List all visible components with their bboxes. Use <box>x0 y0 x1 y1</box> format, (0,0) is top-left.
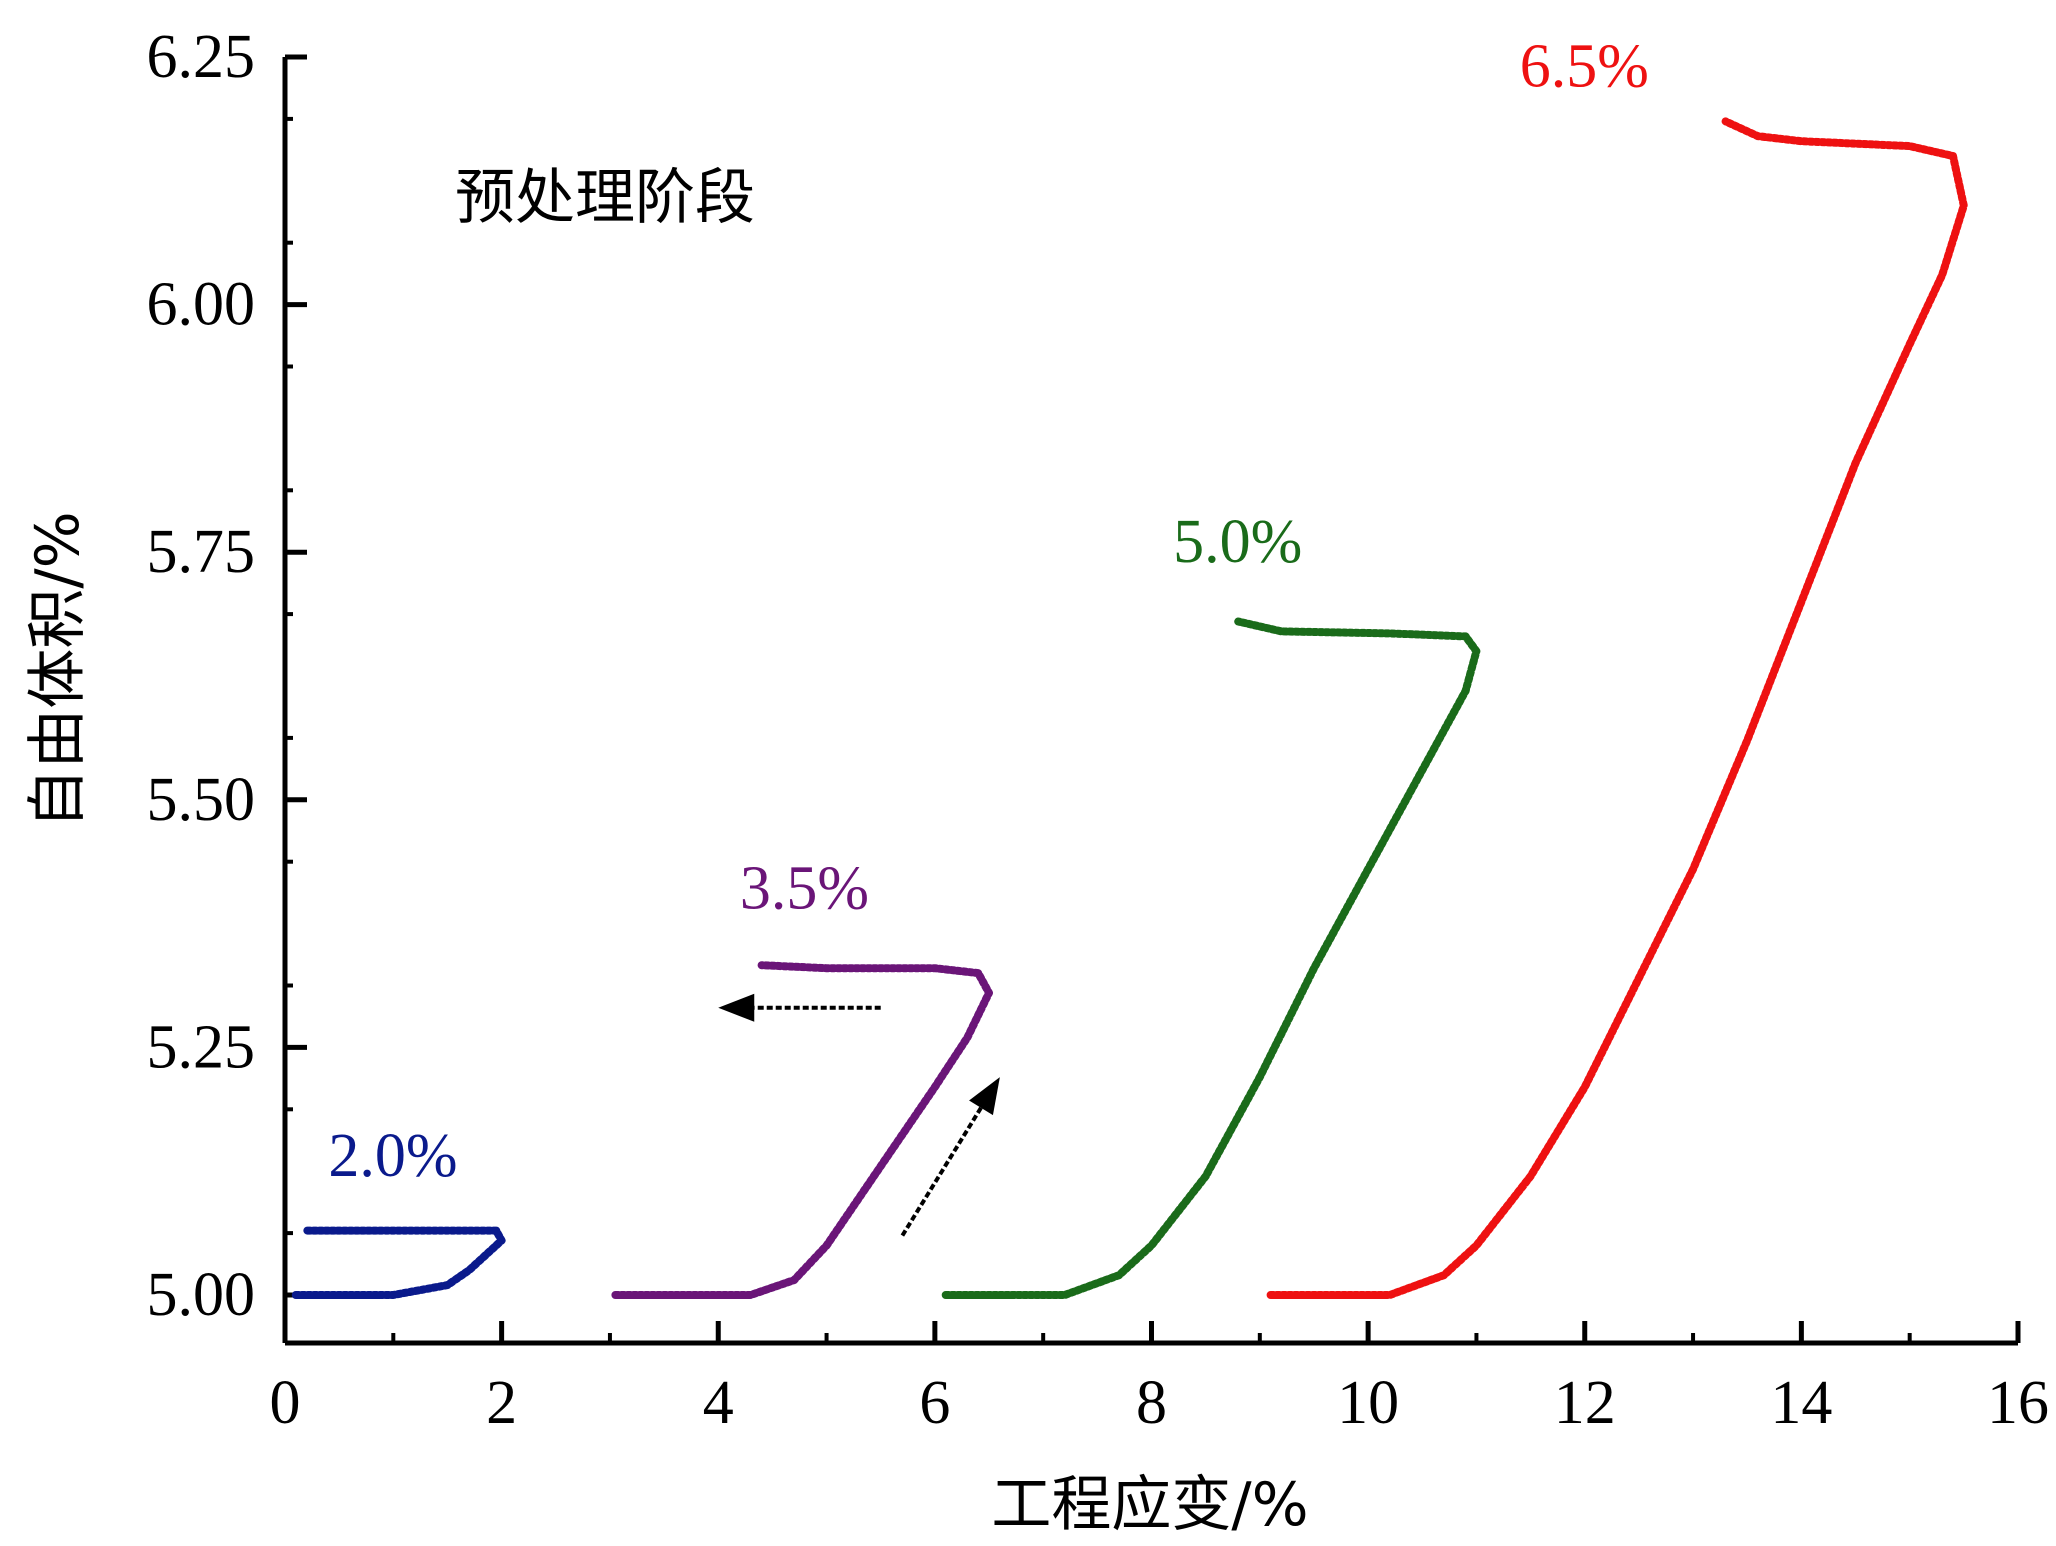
x-tick-label: 14 <box>1770 1369 1832 1437</box>
arrow-shaft <box>900 1106 983 1237</box>
arrow-head <box>718 993 755 1022</box>
series-label: 6.5% <box>1520 33 1649 101</box>
series-label: 5.0% <box>1173 508 1302 576</box>
x-tick-label: 4 <box>703 1369 734 1437</box>
axes: 5.00 5.25 5.50 5.75 6.00 6.25 0 2 4 6 8 10 12 14 16 <box>147 23 2050 1437</box>
x-tick-label: 10 <box>1337 1369 1399 1437</box>
series-label: 2.0% <box>328 1122 457 1190</box>
y-axis-title: 自由体积/% <box>23 511 93 828</box>
y-tick-label: 5.75 <box>147 518 256 586</box>
series-label: 3.5% <box>740 855 869 923</box>
y-tick-label: 5.50 <box>147 766 256 834</box>
x-tick-label: 12 <box>1554 1369 1616 1437</box>
x-tick-label: 6 <box>919 1369 950 1437</box>
x-tick-label: 16 <box>1987 1369 2049 1437</box>
curve-6-5pct <box>1266 117 1968 1299</box>
x-axis-title: 工程应变/% <box>991 1470 1308 1540</box>
y-tick-label: 6.00 <box>147 271 256 339</box>
curves <box>291 117 1968 1299</box>
arrow-head <box>969 1077 1000 1116</box>
curve-2-0pct <box>291 1226 506 1299</box>
curve-5-0pct <box>941 617 1481 1299</box>
y-tick-label: 5.25 <box>147 1013 256 1081</box>
series-labels: 2.0% 3.5% 5.0% 6.5% <box>328 33 1649 1190</box>
x-tick-label: 2 <box>486 1369 517 1437</box>
x-tick-label: 8 <box>1136 1369 1167 1437</box>
x-tick-label: 0 <box>270 1369 301 1437</box>
y-tick-label: 6.25 <box>147 23 256 91</box>
curve-3-5pct <box>611 961 993 1299</box>
y-tick-label: 5.00 <box>147 1261 256 1329</box>
arrows <box>718 993 1000 1237</box>
stage-annotation: 预处理阶段 <box>455 163 755 233</box>
